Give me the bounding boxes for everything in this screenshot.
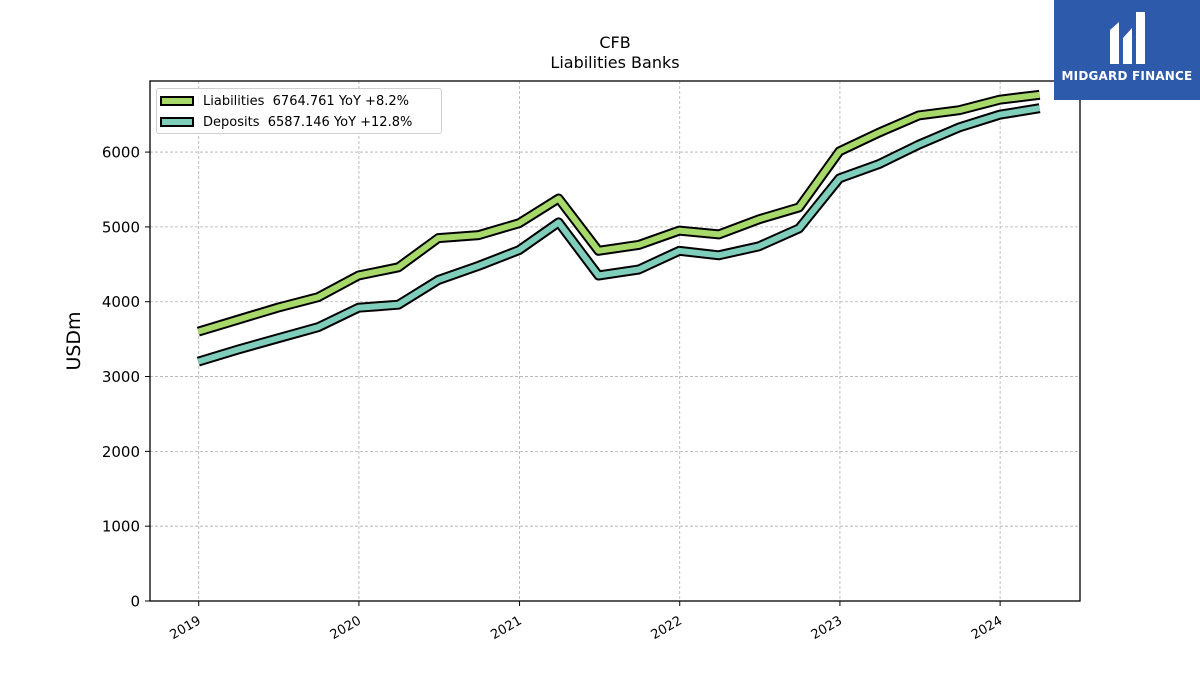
legend: Liabilities 6764.761 YoY +8.2% Deposits … bbox=[156, 88, 442, 134]
plot-frame bbox=[149, 80, 1081, 602]
midgard-finance-logo: MIDGARD FINANCE bbox=[1054, 0, 1200, 100]
y-tick-label: 2000 bbox=[102, 443, 140, 461]
legend-label-deposits: Deposits 6587.146 YoY +12.8% bbox=[203, 114, 413, 130]
series-layer bbox=[196, 89, 1041, 367]
x-axis: 2019 2020 2021 2022 2023 2024 bbox=[168, 601, 1005, 643]
x-tick-label: 2023 bbox=[809, 613, 845, 643]
y-tick-label: 0 bbox=[130, 593, 140, 611]
y-tick-label: 1000 bbox=[102, 518, 140, 536]
chart-title: CFB bbox=[599, 33, 630, 52]
series-line-deposits bbox=[197, 105, 1041, 365]
series-line-liabilities bbox=[197, 91, 1040, 335]
legend-swatch-deposits bbox=[160, 117, 194, 127]
grid-lines bbox=[150, 81, 1080, 602]
x-tick-label: 2022 bbox=[649, 613, 685, 643]
x-tick-label: 2020 bbox=[328, 613, 364, 643]
y-tick-label: 4000 bbox=[102, 293, 140, 311]
x-tick-label: 2019 bbox=[168, 613, 204, 643]
legend-item-deposits: Deposits 6587.146 YoY +12.8% bbox=[160, 113, 412, 131]
x-tick-label: 2021 bbox=[488, 613, 524, 643]
y-axis: 0 1000 2000 3000 4000 5000 6000 bbox=[102, 144, 150, 611]
legend-swatch-liabilities bbox=[160, 96, 194, 106]
y-tick-label: 5000 bbox=[102, 218, 140, 236]
y-tick-label: 6000 bbox=[102, 144, 140, 162]
legend-item-liabilities: Liabilities 6764.761 YoY +8.2% bbox=[160, 92, 409, 110]
y-axis-label: USDm bbox=[63, 311, 85, 370]
logo-mark-icon bbox=[1110, 12, 1145, 64]
x-tick-label: 2024 bbox=[969, 613, 1005, 643]
legend-label-liabilities: Liabilities 6764.761 YoY +8.2% bbox=[203, 93, 409, 109]
y-tick-label: 3000 bbox=[102, 368, 140, 386]
logo-text: MIDGARD FINANCE bbox=[1061, 69, 1193, 83]
chart-subtitle: Liabilities Banks bbox=[550, 53, 679, 72]
